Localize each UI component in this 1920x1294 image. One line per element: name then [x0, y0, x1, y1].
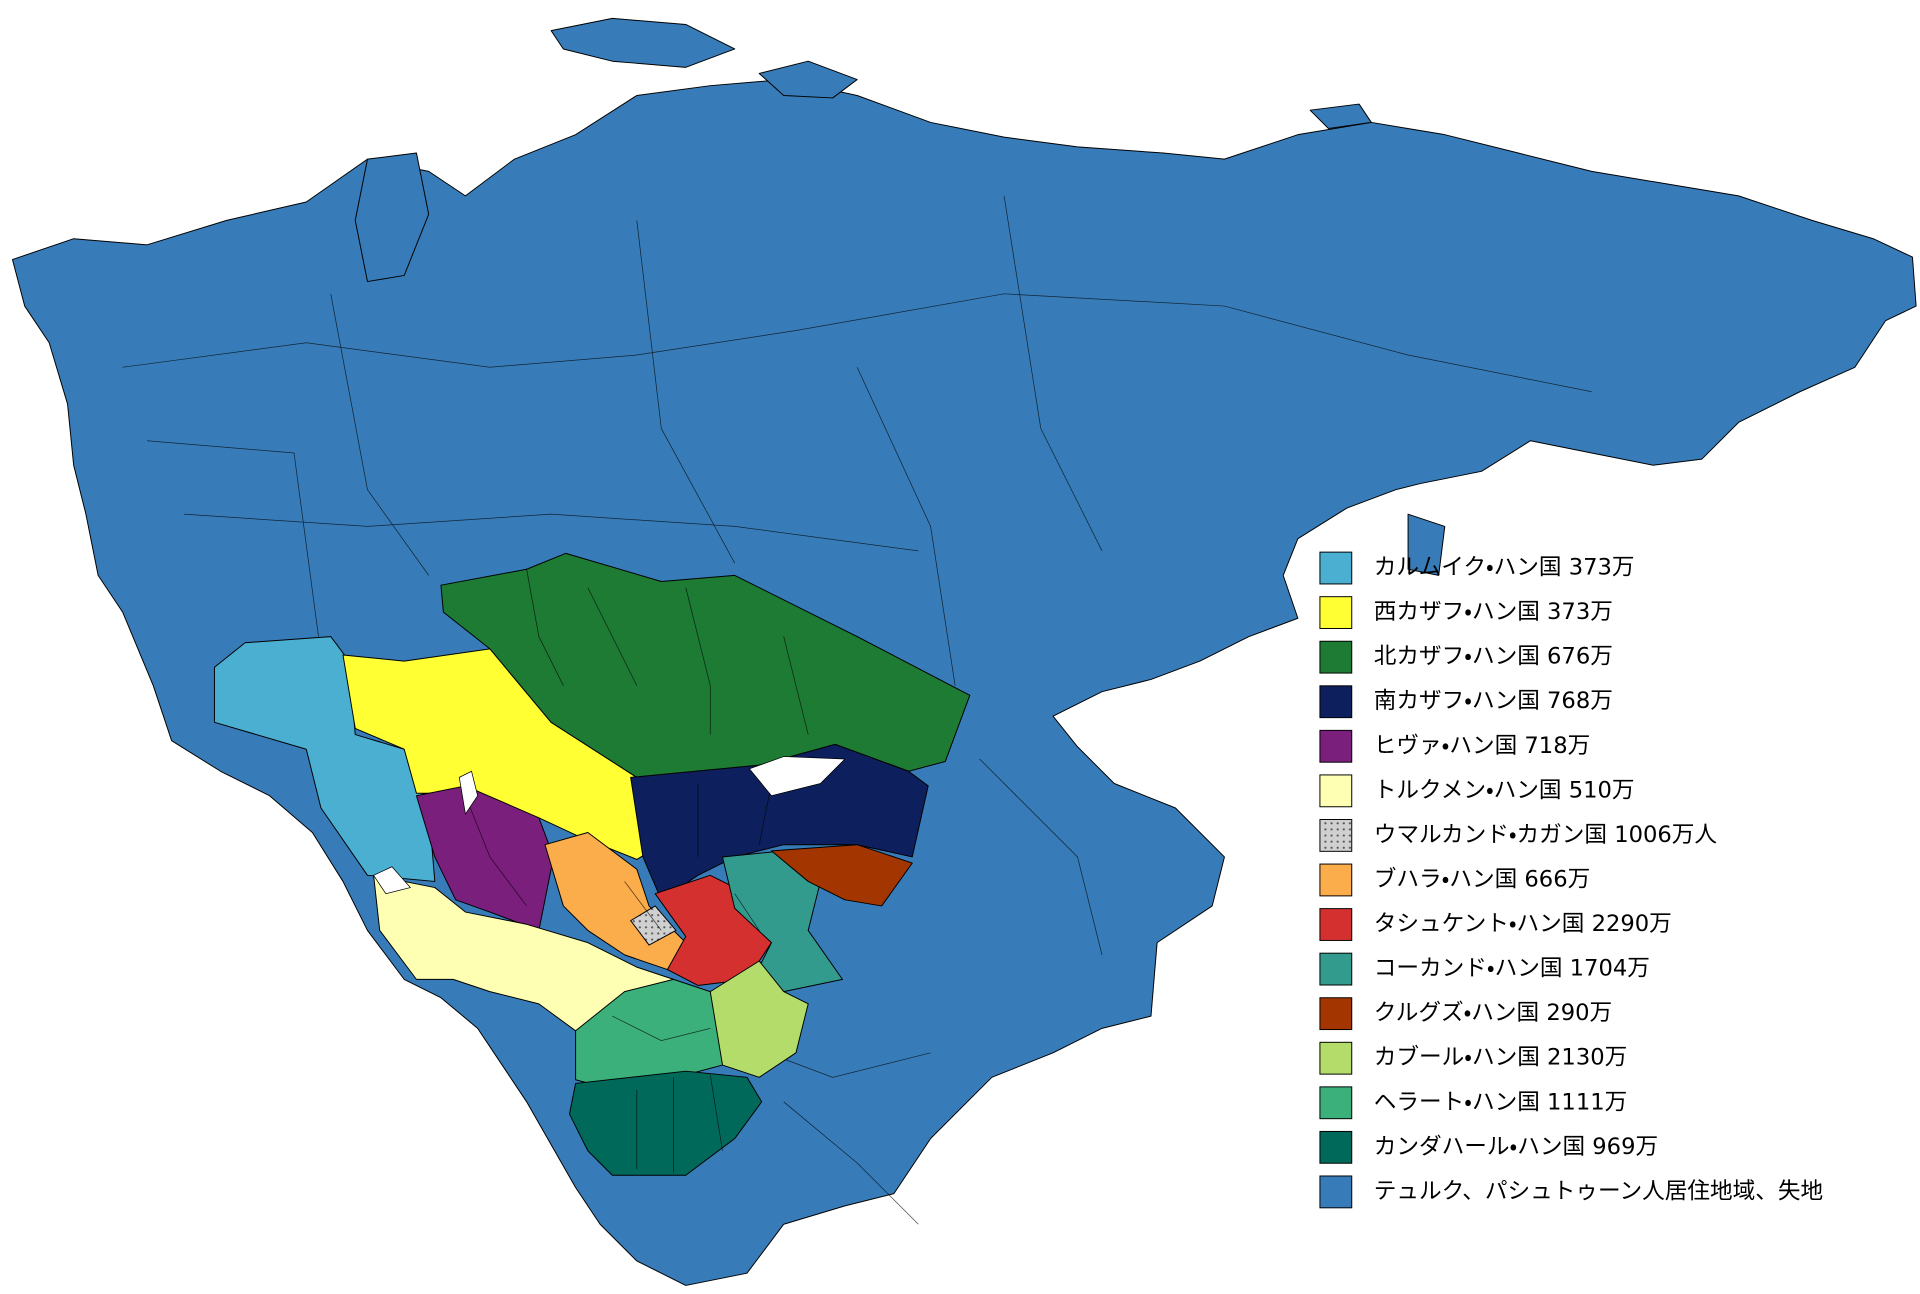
- legend-swatch: [1319, 908, 1353, 941]
- legend-swatch: [1319, 1086, 1353, 1120]
- legend-swatch: [1319, 596, 1353, 630]
- legend-swatch: [1319, 774, 1353, 808]
- legend-label: ヘラート・ハン国 1111万: [1374, 1089, 1627, 1115]
- legend-label: クルグズ・ハン国 290万: [1374, 1000, 1612, 1026]
- legend-label: カンダハール・ハン国 969万: [1374, 1134, 1658, 1160]
- legend-label: 南カザフ・ハン国 768万: [1374, 688, 1613, 714]
- legend-swatch: [1319, 819, 1353, 852]
- legend-swatch: [1319, 640, 1353, 674]
- region: [1407, 513, 1446, 576]
- legend-swatch: [1319, 863, 1353, 897]
- region: [550, 17, 736, 68]
- legend-label: テュルク、パシュトゥーン人居住地域、失地: [1374, 1178, 1823, 1204]
- legend-swatch: [1319, 1041, 1353, 1075]
- region: [354, 152, 430, 283]
- border: [465, 569, 809, 1173]
- legend-label: カブール・ハン国 2130万: [1374, 1045, 1627, 1071]
- legend-swatch: [1319, 952, 1353, 986]
- border: [373, 866, 412, 895]
- legend-label: コーカンド・ハン国 1704万: [1374, 956, 1650, 982]
- region: [770, 844, 913, 907]
- regions: [213, 552, 971, 1176]
- legend-label: タシュケント・ハン国 2290万: [1374, 911, 1672, 937]
- border: [748, 756, 846, 797]
- legend-label: ブハラ・ハン国 666万: [1374, 866, 1590, 892]
- legend-swatch: [1319, 1130, 1353, 1164]
- legend-label: トルクメン・ハン国 510万: [1374, 777, 1635, 803]
- legend-label: ヒヴァ・ハン国 718万: [1374, 733, 1590, 759]
- legend-swatch: [1319, 685, 1353, 719]
- legend-label: ウマルカンド・カガン国 1006万人: [1374, 822, 1718, 848]
- legend-swatch: [1319, 1175, 1353, 1209]
- region: [1309, 103, 1372, 130]
- border: [458, 770, 479, 816]
- legend-swatch: [1319, 997, 1353, 1031]
- border: [122, 195, 1592, 1225]
- region: [758, 60, 858, 99]
- legend-label: 北カザフ・ハン国 676万: [1374, 644, 1613, 670]
- legend-swatch: [1319, 729, 1353, 763]
- legend-swatch: [1319, 551, 1353, 585]
- legend-label: 西カザフ・ハン国 373万: [1374, 599, 1613, 625]
- legend-label: カルムイク・ハン国 373万: [1374, 555, 1635, 581]
